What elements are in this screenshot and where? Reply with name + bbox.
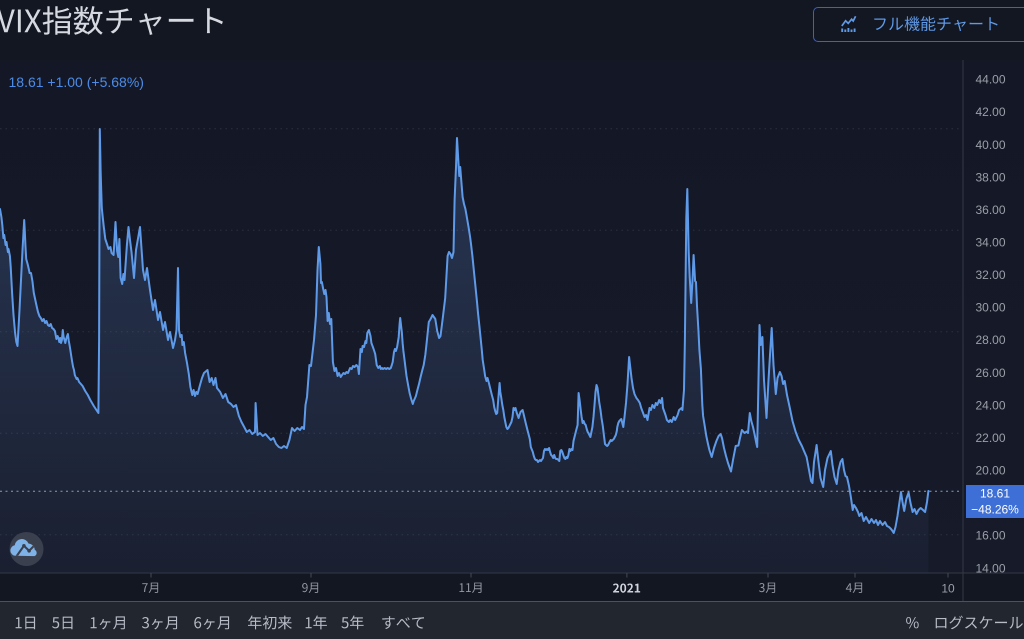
svg-text:18.61: 18.61 [980,487,1010,501]
svg-text:42.00: 42.00 [976,105,1006,119]
svg-text:26.00: 26.00 [976,366,1006,380]
svg-text:36.00: 36.00 [976,203,1006,217]
svg-text:30.00: 30.00 [976,301,1006,315]
svg-text:16.00: 16.00 [976,529,1006,543]
svg-text:20.00: 20.00 [976,464,1006,478]
svg-text:10: 10 [941,582,955,596]
svg-text:38.00: 38.00 [976,170,1006,184]
svg-text:34.00: 34.00 [976,236,1006,250]
svg-text:28.00: 28.00 [976,333,1006,347]
svg-text:32.00: 32.00 [976,268,1006,282]
svg-text:14.00: 14.00 [976,561,1006,575]
svg-text:24.00: 24.00 [976,398,1006,412]
svg-text:40.00: 40.00 [976,138,1006,152]
svg-text:−48.26%: −48.26% [971,503,1019,517]
svg-text:22.00: 22.00 [976,431,1006,445]
svg-text:44.00: 44.00 [976,73,1006,87]
svg-text:18.61 +1.00 (+5.68%): 18.61 +1.00 (+5.68%) [9,74,144,90]
